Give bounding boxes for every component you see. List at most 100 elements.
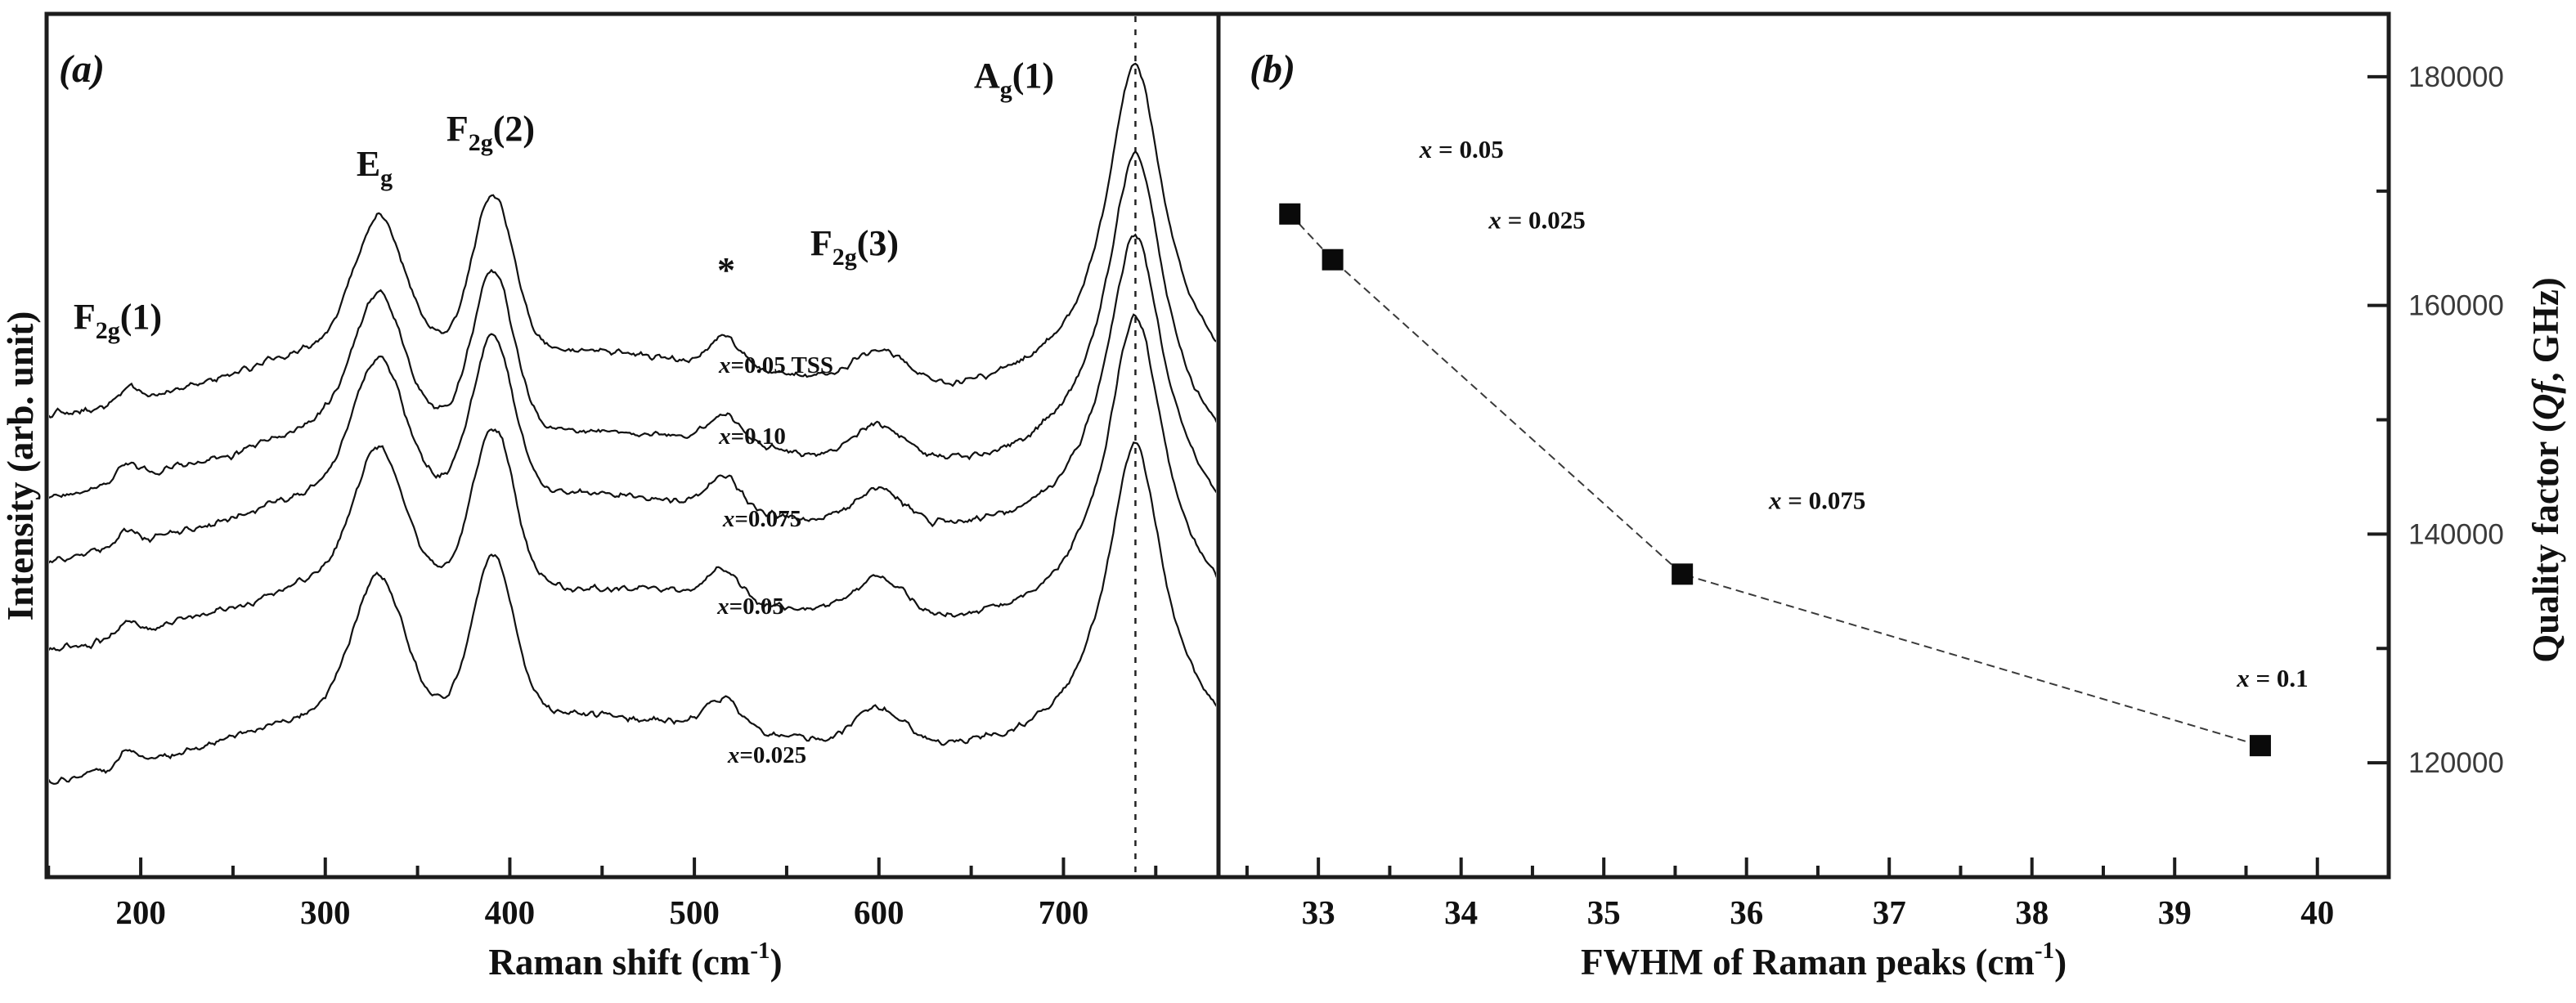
raman-spectrum-curve-x=0.05-TSS [49, 62, 1216, 419]
y-axis-tick-label-b: 160000 [2408, 290, 2504, 322]
peak-label-F2g(1): F2g(1) [74, 297, 162, 344]
point-label-x: x [1768, 486, 1782, 514]
series-label-x: x [718, 352, 731, 378]
point-label-value: = 0.1 [2250, 664, 2309, 692]
peak-label-Ag(1): Ag(1) [974, 56, 1054, 103]
data-point-x=0.05 [1279, 203, 1301, 225]
panel-a-tag: (a) [59, 47, 105, 91]
panel-b-frame [1216, 11, 2391, 880]
x-axis-tick-label-a: 300 [300, 893, 351, 931]
peak-label-F2g(2): F2g(2) [447, 109, 535, 156]
point-label-x: x [1488, 206, 1501, 235]
panel-b-ticks [1245, 74, 2387, 875]
x-axis-tick-label-a: 400 [485, 893, 536, 931]
x-axis-tick-label-b: 36 [1730, 893, 1763, 931]
raman-spectrum-curve-x=0.10 [49, 150, 1216, 499]
series-label-x=0.025: x=0.025 [727, 742, 806, 768]
x-axis-tick-label-a: 700 [1039, 893, 1089, 931]
peak-label-subscript: 2g [96, 317, 120, 344]
peak-label-F2g(3): F2g(3) [810, 223, 899, 271]
peak-label-Eg: Eg [357, 144, 393, 191]
panel-a-y-axis-title: Intensity (arb. unit) [0, 311, 41, 621]
axis-title-text: Raman shift (cm [488, 942, 750, 983]
series-label-value: =0.075 [734, 506, 801, 532]
axis-title-text: ) [2054, 942, 2067, 983]
x-axis-tick-label-b: 37 [1873, 893, 1906, 931]
y-axis-tick-label-b: 120000 [2408, 747, 2504, 779]
point-label-x=0.025: x = 0.025 [1488, 206, 1585, 235]
y-axis-tick-label-b: 180000 [2408, 61, 2504, 93]
axis-title-text: ) [770, 942, 783, 983]
x-axis-tick-label-b: 40 [2300, 893, 2334, 931]
x-axis-tick-label-b: 33 [1302, 893, 1335, 931]
peak-label-*: * [717, 250, 735, 290]
series-label-value: =0.05 TSS [730, 352, 833, 378]
series-label-x: x [722, 506, 735, 532]
raman-spectrum-curve-x=0.05 [49, 313, 1216, 652]
raman-spectrum-curve-x=0.025 [49, 441, 1216, 786]
point-label-value: = 0.05 [1432, 135, 1503, 163]
axis-title-text: Quality factor ( [2525, 420, 2566, 663]
axis-title-italic-qf: Qf [2525, 378, 2566, 420]
series-label-x=0.075: x=0.075 [722, 506, 801, 532]
peak-label-suffix: (3) [857, 223, 899, 263]
series-label-x=0.05-TSS: x=0.05 TSS [718, 352, 833, 378]
series-label-x: x [716, 593, 729, 620]
point-label-value: = 0.025 [1501, 206, 1586, 235]
axis-title-superscript: -1 [750, 938, 770, 964]
axis-title-text: FWHM of Raman peaks (cm [1581, 942, 2035, 983]
panel-a-x-axis-title: Raman shift (cm-1) [488, 938, 782, 983]
series-label-x=0.10: x=0.10 [718, 423, 786, 450]
peak-label-main: F [74, 297, 96, 337]
peak-label-main: F [447, 109, 469, 149]
series-label-value: =0.05 [729, 593, 784, 620]
point-label-x: x [1419, 135, 1433, 163]
x-axis-tick-label-a: 600 [854, 893, 904, 931]
series-label-value: =0.025 [739, 742, 806, 768]
axis-title-superscript: -1 [2035, 938, 2054, 964]
peak-label-suffix: (1) [120, 297, 162, 337]
panel-a-ticks [47, 857, 1158, 875]
series-label-value: =0.10 [731, 423, 786, 450]
panel-a-frame [44, 11, 1221, 880]
peak-label-main: F [810, 223, 832, 263]
series-label-x: x [727, 742, 740, 768]
point-label-x=0.1: x = 0.1 [2236, 664, 2308, 692]
peak-label-suffix: (1) [1012, 56, 1054, 96]
point-label-x: x [2236, 664, 2250, 692]
panel-a-tick-labels: 200 300 400 500 600 700 [115, 893, 1088, 931]
panel-b-x-axis-title: FWHM of Raman peaks (cm-1) [1581, 938, 2067, 983]
point-label-x=0.075: x = 0.075 [1768, 486, 1865, 514]
x-axis-tick-label-a: 200 [115, 893, 166, 931]
x-axis-tick-label-b: 34 [1444, 893, 1478, 931]
point-label-value: = 0.075 [1781, 486, 1865, 514]
y-axis-tick-label-b: 140000 [2408, 518, 2504, 550]
data-point-x=0.075 [1672, 563, 1694, 585]
peak-label-subscript: g [380, 164, 393, 191]
x-axis-tick-label-b: 38 [2015, 893, 2049, 931]
raman-spectrum-curve-x=0.075 [49, 233, 1216, 564]
peak-label-main: A [974, 56, 1000, 96]
x-axis-tick-label-b: 39 [2158, 893, 2192, 931]
point-label-x=0.05: x = 0.05 [1419, 135, 1504, 163]
x-axis-tick-label-a: 500 [669, 893, 720, 931]
peak-label-subscript: 2g [469, 129, 493, 156]
panel-b-tick-labels: 33 34 35 36 37 38 39 40 120000 140000 160000 180000 [1302, 61, 2504, 931]
peak-label-main: E [357, 144, 380, 184]
scatter-connector-line [1289, 213, 2261, 747]
axis-title-text: , GHz) [2525, 277, 2566, 381]
peak-label-main: * [717, 250, 735, 290]
peak-label-subscript: g [1000, 76, 1012, 103]
data-point-x=0.1 [2249, 735, 2271, 757]
peak-label-suffix: (2) [493, 109, 535, 149]
series-label-x: x [718, 423, 731, 450]
panel-b-y-axis-title: Quality factor (Qf, GHz) [2525, 277, 2566, 663]
panel-b-tag: (b) [1250, 47, 1295, 91]
peak-label-subscript: 2g [832, 244, 857, 271]
data-point-x=0.025 [1322, 249, 1344, 271]
